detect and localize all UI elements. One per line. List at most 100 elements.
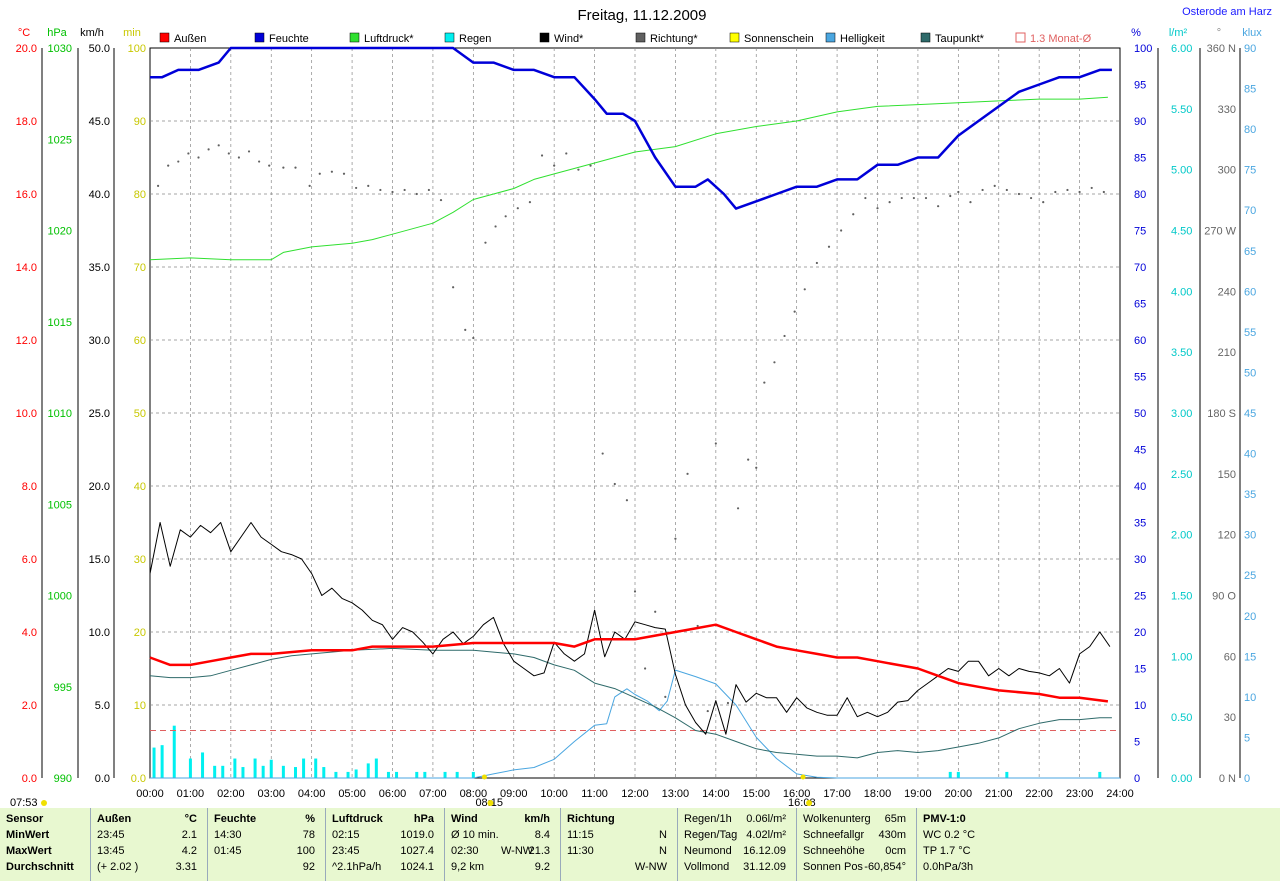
klux-tick: 5: [1244, 732, 1250, 744]
pct-tick: 45: [1134, 445, 1146, 457]
time-tick: 16:00: [783, 788, 811, 800]
direction-point: [484, 241, 487, 244]
wind-avg-value: 8.4: [534, 829, 550, 841]
rain-bar: [1098, 771, 1102, 778]
legend-swatch: [349, 32, 360, 43]
lm2-tick: 6.00: [1171, 43, 1192, 55]
legend-item: Wind*: [539, 32, 584, 45]
legend-item: Außen: [159, 32, 206, 45]
stats-aussen: Außen °C 23:45 2.1 13:45 4.2 (+ 2.02 ) 3.31: [90, 808, 207, 881]
sonnenpos-value: -60,854°: [864, 861, 906, 873]
time-tick: 13:00: [662, 788, 690, 800]
aussen-min-value: 2.1: [181, 829, 197, 841]
direction-point: [981, 188, 984, 192]
wind-max-value: 21.3: [528, 845, 550, 857]
klux-tick: 60: [1244, 286, 1256, 298]
sensor-label: Sensor: [6, 813, 44, 825]
deg-tick: 360 N: [1207, 43, 1236, 55]
left-axes: °C hPa km/h min 20.0 18.0 16.0 14.0 12.0 10.0 8.0 6…: [16, 27, 146, 785]
direction-point: [840, 229, 843, 232]
direction-point: [783, 334, 786, 338]
rain-bar: [395, 771, 399, 778]
legend-label: Außen: [174, 33, 206, 45]
feuchte-avg-value: 92: [302, 861, 315, 873]
direction-point: [1066, 188, 1069, 192]
direction-point: [888, 201, 891, 204]
klux-tick: 20: [1244, 611, 1256, 623]
wind-header: Wind: [451, 813, 478, 825]
aussen-header: Außen: [97, 813, 132, 825]
feuchte-max-time: 01:45: [214, 845, 242, 857]
schneefallgr-label: Schneefallgr: [803, 829, 865, 841]
luftdruck-avg-value: 1024.1: [400, 861, 434, 873]
time-tick: 22:00: [1025, 788, 1053, 800]
vollmond-label: Vollmond: [684, 861, 730, 873]
min-tick: 90: [134, 116, 146, 128]
wind-unit: km/h: [524, 813, 550, 825]
lm2-tick: 1.50: [1171, 591, 1192, 603]
direction-point: [1054, 190, 1057, 194]
stats-richtung: Richtung 11:15 N 11:30 N W-NW: [560, 808, 677, 881]
deg-tick: 60: [1224, 651, 1236, 663]
legend-label: Wind*: [554, 33, 584, 45]
luftdruck-max-value: 1027.4: [400, 845, 434, 857]
legend-swatch: [729, 32, 740, 43]
pct-tick: 75: [1134, 226, 1146, 238]
rain-bar: [354, 769, 358, 778]
time-tick: 06:00: [379, 788, 407, 800]
klux-tick: 25: [1244, 570, 1256, 582]
deg-unit: °: [1217, 27, 1221, 39]
luftdruck-min-time: 02:15: [332, 829, 360, 841]
pct-tick: 55: [1134, 372, 1146, 384]
time-tick: 15:00: [742, 788, 770, 800]
direction-point: [294, 166, 297, 169]
direction-point: [969, 201, 972, 204]
klux-tick: 55: [1244, 327, 1256, 339]
legend-item: Helligkeit: [825, 32, 885, 45]
hpa-unit: hPa: [47, 27, 67, 39]
legend-label: Feuchte: [269, 33, 309, 45]
time-tick: 07:00: [419, 788, 447, 800]
aussen-avg-note: (+ 2.02 ): [97, 861, 139, 873]
min-tick: 80: [134, 189, 146, 201]
temp-tick: 8.0: [22, 481, 37, 493]
richtung-max-value: N: [659, 845, 667, 857]
pct-tick: 5: [1134, 737, 1140, 749]
min-tick: 30: [134, 554, 146, 566]
stats-wind: Wind km/h Ø 10 min. 8.4 02:30 W-NW 21.3 9,2 …: [444, 808, 560, 881]
aussen-line: [149, 623, 1109, 703]
klux-tick: 50: [1244, 367, 1256, 379]
temp-tick: 18.0: [16, 116, 37, 128]
time-axis: 00:00 01:00 02:00 03:00 04:00 05:00 06:00 07:00…: [10, 774, 1134, 808]
temp-unit: °C: [18, 27, 30, 39]
deg-tick: 180 S: [1207, 408, 1236, 420]
direction-point: [900, 196, 903, 200]
min-tick: 40: [134, 481, 146, 493]
rain-bar: [233, 758, 237, 778]
direction-point: [379, 188, 382, 192]
time-tick: 09:00: [500, 788, 528, 800]
rain-bar: [366, 763, 370, 778]
legend-item: Sonnenschein: [729, 32, 814, 45]
time-tick: 11:00: [581, 788, 608, 800]
feuchte-header: Feuchte: [214, 813, 257, 825]
rain-bar: [314, 758, 318, 778]
plot-area: [149, 46, 1121, 779]
rain-bar: [471, 771, 475, 778]
richtung-header: Richtung: [567, 813, 615, 825]
time-tick: 05:00: [338, 788, 366, 800]
direction-point: [852, 213, 855, 216]
rain-bar: [415, 771, 419, 778]
temp-tick: 20.0: [16, 43, 37, 55]
direction-point: [937, 205, 940, 208]
pmv-windchill: WC 0.2 °C: [923, 829, 976, 841]
stats-luftdruck: Luftdruck hPa 02:15 1019.0 23:45 1027.4 ^2.…: [325, 808, 444, 881]
direction-point: [815, 261, 818, 265]
time-tick: 08:00: [460, 788, 488, 800]
lm2-tick: 3.50: [1171, 347, 1192, 359]
rain-bar: [423, 771, 427, 778]
pct-unit: %: [1131, 27, 1141, 39]
stats-panel: Sensor MinWert MaxWert Durchschnitt Auße…: [0, 808, 1280, 881]
direction-point: [227, 152, 230, 155]
direction-point: [577, 168, 580, 171]
